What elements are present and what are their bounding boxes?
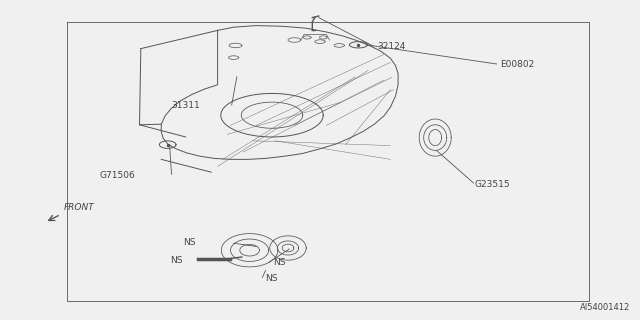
Text: G23515: G23515 bbox=[475, 180, 511, 188]
Text: 32124: 32124 bbox=[378, 42, 406, 51]
Text: G71506: G71506 bbox=[99, 171, 135, 180]
Text: NS: NS bbox=[182, 238, 195, 247]
Text: NS: NS bbox=[273, 258, 286, 267]
Text: FRONT: FRONT bbox=[64, 203, 95, 212]
Text: NS: NS bbox=[170, 256, 183, 265]
Text: NS: NS bbox=[266, 274, 278, 283]
Text: AI54001412: AI54001412 bbox=[580, 303, 630, 312]
Text: E00802: E00802 bbox=[500, 60, 535, 68]
Text: 31311: 31311 bbox=[172, 101, 200, 110]
